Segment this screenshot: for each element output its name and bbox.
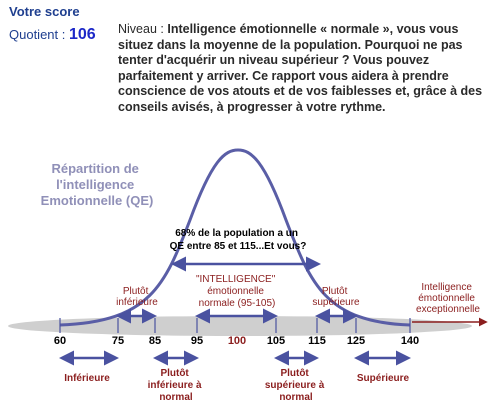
tick-label: 105: [267, 335, 285, 347]
chart-title: Répartition de l'intelligence Emotionnel…: [41, 161, 154, 208]
upper-left-label: Plutôt inférieure: [116, 286, 158, 308]
bell-curve: [59, 148, 411, 327]
tick-label: 115: [308, 335, 326, 347]
label-superieure: Supérieure: [357, 373, 410, 384]
tick-label: 95: [191, 335, 203, 347]
upper-right-label: Plutôt supérieure: [312, 286, 360, 308]
level-text: Intelligence émotionnelle « normale », v…: [118, 22, 483, 114]
label-plutot-inferieure-normal: Plutôt inférieure à normal: [148, 368, 205, 403]
tick-label-100: 100: [228, 335, 246, 347]
quotient-value: 106: [69, 26, 96, 43]
normal-range-label: "INTELLIGENCE" émotionnelle normale (95-…: [196, 274, 278, 309]
quotient-label: Quotient :: [9, 27, 66, 42]
tick-label: 85: [149, 335, 161, 347]
quotient: Quotient : 106: [9, 26, 96, 44]
tick-label: 60: [54, 335, 66, 347]
level-label: Niveau :: [118, 22, 164, 36]
label-plutot-superieure-normal: Plutôt supérieure à normal: [265, 368, 327, 403]
exceptional-label: Intelligence émotionnelle exceptionnelle: [416, 282, 480, 315]
tick-labels: 60 75 85 95 100 105 115 125 140: [54, 335, 419, 347]
tick-label: 75: [112, 335, 124, 347]
tick-label: 125: [347, 335, 365, 347]
tick-label: 140: [401, 335, 419, 347]
level-description: Niveau : Intelligence émotionnelle « nor…: [118, 22, 496, 115]
label-inferieure: Inférieure: [64, 373, 110, 384]
score-title: Votre score: [9, 4, 80, 19]
population-callout: 68% de la population a un QE entre 85 et…: [170, 228, 307, 252]
